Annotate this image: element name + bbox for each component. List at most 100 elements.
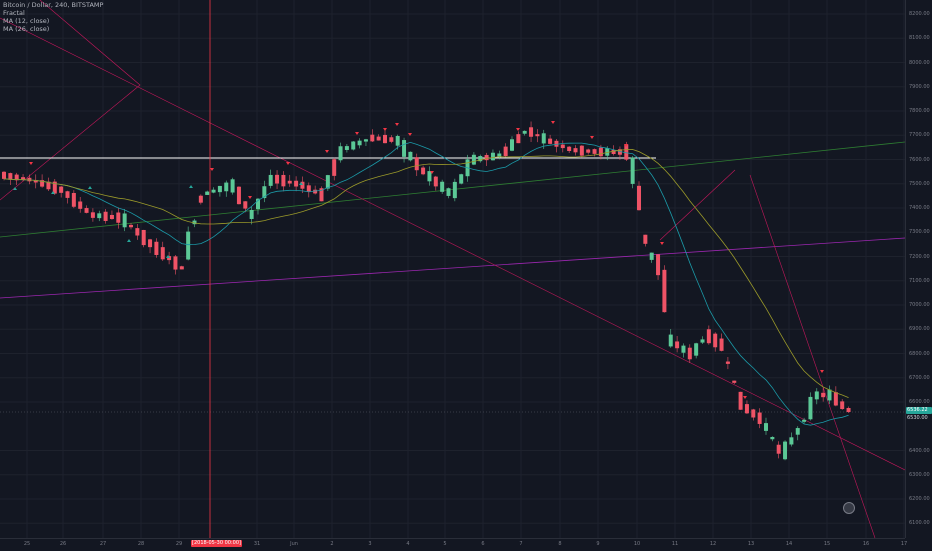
- current-price-tag: 6536.22: [906, 407, 932, 414]
- moving-averages: [3, 141, 849, 426]
- candle-body: [198, 195, 203, 203]
- fractal-down-marker: [383, 128, 387, 131]
- fractal-up-marker: [299, 182, 303, 185]
- candle-body: [846, 407, 851, 413]
- price-label: 8100.00: [909, 35, 930, 42]
- time-label: 28: [137, 541, 145, 547]
- candle-body: [376, 136, 381, 141]
- price-label: 6300.00: [909, 471, 930, 478]
- candlesticks: [2, 121, 851, 461]
- candle-body: [249, 209, 254, 219]
- fractal-down-marker: [395, 123, 399, 126]
- candle-body: [160, 247, 165, 260]
- price-label: 8000.00: [909, 59, 930, 66]
- candle-body: [427, 171, 432, 182]
- candle-body: [192, 220, 197, 225]
- fractal-down-marker: [408, 133, 412, 136]
- candle-body: [52, 181, 57, 194]
- price-label: 7500.00: [909, 180, 930, 187]
- candle-body: [611, 149, 616, 155]
- price-label: 6800.00: [909, 350, 930, 357]
- fractal-down-marker: [286, 162, 290, 165]
- candle-body: [751, 409, 756, 418]
- time-label: 27: [99, 541, 107, 547]
- candle-body: [497, 153, 502, 158]
- candle-body: [808, 396, 813, 420]
- trend-line-red-channel: [0, 17, 905, 471]
- fractal-down-marker: [590, 136, 594, 139]
- candle-body: [548, 138, 553, 144]
- candle-body: [281, 174, 286, 187]
- indicator-ma26[interactable]: MA (26, close): [3, 25, 50, 33]
- candle-body: [40, 180, 45, 187]
- time-label: 5: [443, 541, 447, 547]
- candle-body: [744, 404, 749, 414]
- time-label: 16: [862, 541, 870, 547]
- candle-body: [402, 140, 407, 157]
- candle-body: [617, 149, 622, 155]
- candle-body: [148, 239, 153, 248]
- time-axis[interactable]: 17 16 15 14 13 12 11 10 9 8 7 6 5 4 3 2 Jun 31 29 28 27 26 25 …: [0, 538, 908, 551]
- candle-body: [116, 212, 121, 223]
- candle-body: [732, 380, 737, 383]
- fractal-down-marker: [355, 132, 359, 135]
- price-label: 7400.00: [909, 205, 930, 211]
- indicator-ma12[interactable]: MA (12, close): [3, 17, 50, 25]
- indicator-fractal[interactable]: Fractal: [3, 9, 25, 17]
- candle-body: [21, 177, 26, 180]
- candle-body: [484, 154, 489, 161]
- candle-body: [630, 157, 635, 184]
- tradingview-logo-icon[interactable]: [843, 502, 855, 514]
- candle-body: [370, 134, 375, 142]
- candle-body: [224, 182, 229, 192]
- time-label: 17: [900, 541, 908, 547]
- symbol-title[interactable]: Bitcoin / Dollar, 240, BITSTAMP: [3, 1, 104, 9]
- candle-body: [357, 140, 362, 146]
- fractal-up-marker: [189, 185, 193, 188]
- candle-body: [154, 241, 159, 255]
- candle-body: [135, 228, 140, 236]
- price-label: 6900.00: [909, 326, 930, 333]
- candle-body: [287, 180, 292, 184]
- time-label: 9: [596, 541, 600, 547]
- candle-body: [179, 266, 184, 270]
- candle-body: [814, 391, 819, 400]
- fractal-up-marker: [51, 191, 55, 194]
- fractal-down-marker: [210, 168, 214, 171]
- fractal-up-marker: [166, 255, 170, 258]
- candle-body: [211, 189, 216, 193]
- time-label: 31: [253, 541, 261, 547]
- price-label: 7200.00: [909, 253, 930, 260]
- price-label: 6200.00: [909, 496, 930, 502]
- candle-body: [535, 134, 540, 137]
- candle-body: [440, 181, 445, 192]
- candle-body: [503, 146, 508, 157]
- candle-body: [789, 437, 794, 445]
- candle-body: [738, 391, 743, 410]
- candle-body: [275, 174, 280, 184]
- candle-body: [478, 156, 483, 162]
- candle-body: [567, 146, 572, 152]
- time-label: 2: [330, 541, 334, 547]
- candle-body: [719, 338, 724, 351]
- price-label: 7600.00: [909, 156, 930, 163]
- candle-body: [122, 213, 127, 228]
- fractal-down-marker: [248, 196, 252, 199]
- candle-body: [446, 188, 451, 196]
- candle-body: [573, 148, 578, 153]
- trend-line-red-descend: [749, 174, 876, 538]
- price-axis[interactable]: 6100.00 6200.00 6300.00 6400.00 6600.00 6700.…: [905, 0, 932, 538]
- current-price-sub-tag: 6530.00: [906, 415, 932, 422]
- candle-body: [395, 135, 400, 146]
- price-chart[interactable]: [0, 0, 905, 538]
- candle-body: [141, 229, 146, 246]
- price-label: 6400.00: [909, 447, 930, 454]
- candle-body: [230, 179, 235, 193]
- candle-body: [827, 389, 832, 401]
- fractal-down-marker: [430, 171, 434, 174]
- candle-body: [605, 148, 610, 156]
- ma12-line: [3, 141, 849, 426]
- time-label: 6: [481, 541, 485, 547]
- candle-body: [344, 146, 349, 150]
- time-label: 12: [709, 541, 717, 547]
